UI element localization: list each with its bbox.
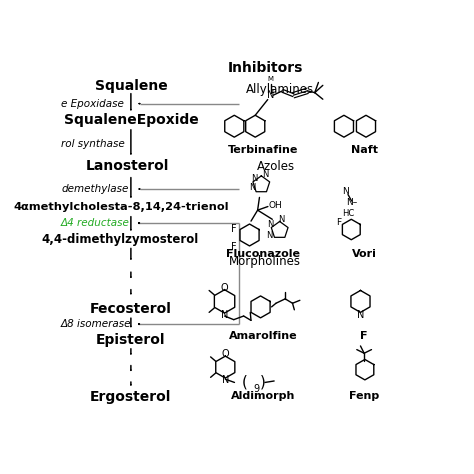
Text: Ergosterol: Ergosterol xyxy=(90,390,172,404)
Text: Allylamines: Allylamines xyxy=(246,83,314,96)
Text: N: N xyxy=(342,187,349,196)
Text: N: N xyxy=(263,170,269,179)
Text: N: N xyxy=(267,220,273,229)
Text: Δ8 isomerase: Δ8 isomerase xyxy=(61,319,132,329)
Text: Squalene: Squalene xyxy=(94,79,167,93)
Text: O: O xyxy=(221,349,229,359)
Text: N–: N– xyxy=(346,199,357,207)
Text: M: M xyxy=(268,76,273,82)
Text: Fluconazole: Fluconazole xyxy=(226,249,300,259)
Text: Fecosterol: Fecosterol xyxy=(90,302,172,316)
Text: rol synthase: rol synthase xyxy=(61,139,125,149)
Text: N: N xyxy=(251,173,257,182)
Text: (: ( xyxy=(242,375,248,390)
Text: demethylase: demethylase xyxy=(61,184,128,194)
Text: Δ4 reductase: Δ4 reductase xyxy=(61,218,130,228)
Text: F: F xyxy=(231,224,237,234)
Text: Vori: Vori xyxy=(352,249,376,259)
Text: O: O xyxy=(221,283,228,293)
Text: N: N xyxy=(222,375,229,385)
Text: Lanosterol: Lanosterol xyxy=(85,159,169,173)
Text: ): ) xyxy=(260,375,266,390)
Text: N: N xyxy=(357,310,364,320)
Text: 4,4-dimethylzymosterol: 4,4-dimethylzymosterol xyxy=(41,233,199,246)
Text: e Epoxidase: e Epoxidase xyxy=(61,99,124,109)
Text: OH: OH xyxy=(269,201,283,210)
Text: F: F xyxy=(360,331,368,341)
Text: N: N xyxy=(266,231,273,240)
Text: 4αmethylcholesta-8,14,24-trienol: 4αmethylcholesta-8,14,24-trienol xyxy=(14,202,229,212)
Text: SqualeneEpoxide: SqualeneEpoxide xyxy=(64,113,198,128)
Text: HC: HC xyxy=(342,210,354,219)
Text: N: N xyxy=(278,215,285,224)
Text: Aldimorph: Aldimorph xyxy=(231,391,295,401)
Text: F: F xyxy=(336,219,341,228)
Text: Inhibitors: Inhibitors xyxy=(227,61,303,75)
Text: N: N xyxy=(221,310,228,320)
Text: N: N xyxy=(267,90,274,100)
Text: Naft: Naft xyxy=(351,145,378,155)
Text: Morpholines: Morpholines xyxy=(229,255,301,268)
Text: F: F xyxy=(231,242,237,252)
Text: N: N xyxy=(249,183,255,192)
Text: Episterol: Episterol xyxy=(96,333,165,347)
Text: Azoles: Azoles xyxy=(257,160,295,173)
Text: Terbinafine: Terbinafine xyxy=(228,145,298,155)
Text: Fenp: Fenp xyxy=(349,391,379,401)
Text: Amarolfine: Amarolfine xyxy=(229,331,298,341)
Text: 9: 9 xyxy=(254,384,260,394)
